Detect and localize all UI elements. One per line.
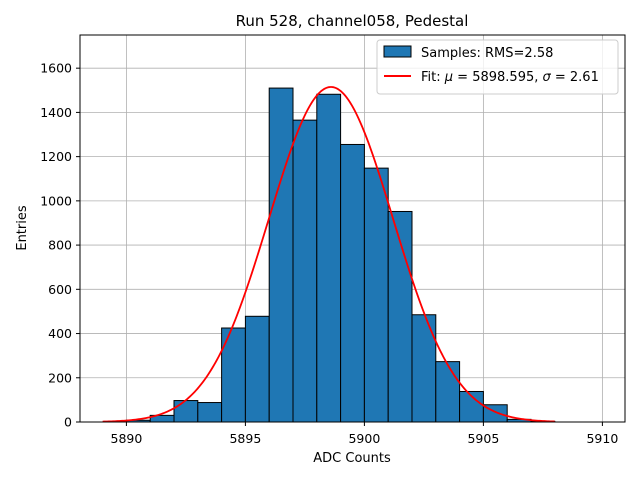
histogram-bar [363,167,389,423]
y-axis-label: Entries [15,205,30,251]
fit-curve-layer [102,86,555,423]
plot-frame [79,34,626,423]
histogram-bar [173,400,199,423]
histogram-bar [268,87,294,423]
y-tick-label: 1400 [40,105,72,120]
legend-fit-label: Fit: μ = 5898.595, σ = 2.61 [421,70,599,85]
legend: Samples: RMS=2.58 Fit: μ = 5898.595, σ =… [376,39,619,95]
fit-curve [102,86,555,423]
histogram-bar [316,93,342,423]
histogram-bar [340,143,365,423]
y-tick-label: 200 [48,370,72,385]
y-axis-ticks: 0 200 400 600 800 1000 1200 1400 1600 [40,61,80,430]
y-tick-label: 1000 [40,193,72,208]
histogram-bar [292,119,318,423]
histogram-bars [125,87,556,423]
x-tick-label: 5900 [348,431,380,446]
chart-title: Run 528, channel058, Pedestal [236,12,469,30]
x-tick-label: 5895 [229,431,261,446]
histogram-bar [244,315,270,423]
x-axis-ticks: 5890 5895 5900 5905 5910 [111,422,618,446]
histogram-bar [411,314,437,423]
y-tick-label: 1600 [40,61,72,76]
y-tick-label: 600 [48,282,72,297]
x-tick-label: 5910 [586,431,618,446]
x-tick-label: 5905 [467,431,499,446]
y-tick-label: 800 [48,238,72,253]
legend-box [376,39,619,95]
legend-samples-swatch [383,45,412,58]
y-tick-label: 400 [48,326,72,341]
y-tick-label: 0 [64,415,72,430]
legend-samples-label: Samples: RMS=2.58 [421,46,553,61]
histogram-bar [435,361,461,423]
x-tick-label: 5890 [111,431,143,446]
y-tick-label: 1200 [40,149,72,164]
histogram-bar [197,402,223,423]
x-axis-label: ADC Counts [313,451,391,466]
